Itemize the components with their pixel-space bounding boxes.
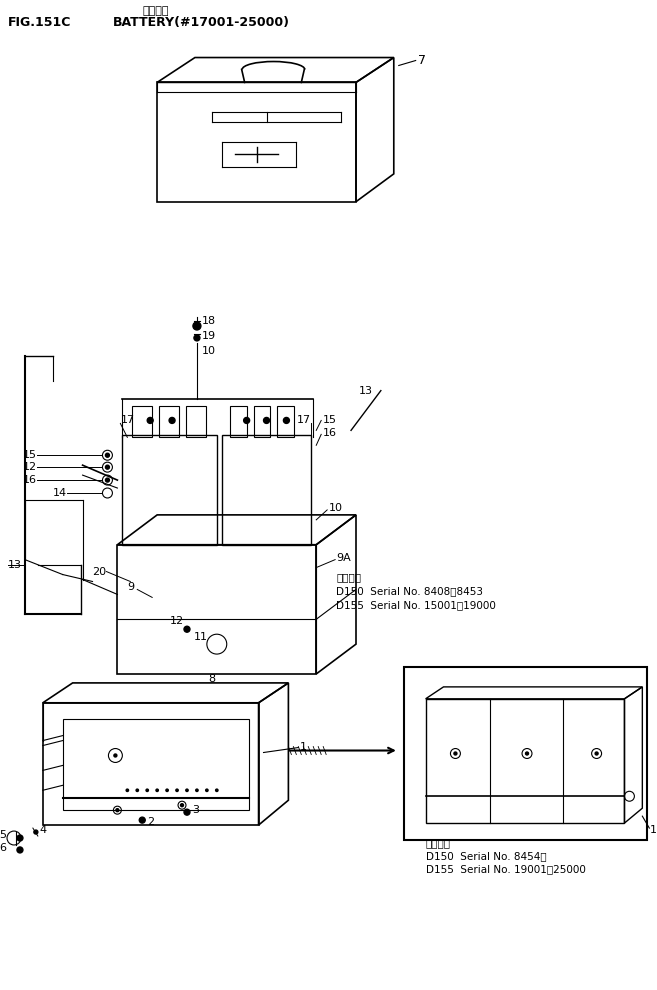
Text: 15: 15 bbox=[23, 450, 37, 460]
Circle shape bbox=[106, 453, 110, 457]
Text: 3: 3 bbox=[192, 805, 199, 815]
Text: 19: 19 bbox=[202, 331, 216, 341]
Circle shape bbox=[244, 418, 250, 424]
Circle shape bbox=[215, 789, 218, 791]
Text: 17: 17 bbox=[296, 416, 311, 426]
Text: 1: 1 bbox=[650, 825, 657, 835]
Circle shape bbox=[116, 809, 119, 812]
Text: 17: 17 bbox=[120, 416, 135, 426]
Circle shape bbox=[595, 752, 598, 755]
Text: 16: 16 bbox=[323, 429, 337, 439]
Circle shape bbox=[106, 478, 110, 482]
Circle shape bbox=[263, 418, 269, 424]
Text: D155  Serial No. 15001～19000: D155 Serial No. 15001～19000 bbox=[336, 600, 496, 611]
Bar bbox=[403, 667, 647, 840]
Text: FIG.151C: FIG.151C bbox=[8, 16, 72, 30]
Text: 10: 10 bbox=[329, 503, 343, 513]
Text: 18: 18 bbox=[202, 316, 216, 326]
Text: 13: 13 bbox=[8, 559, 22, 569]
Circle shape bbox=[106, 465, 110, 469]
Circle shape bbox=[176, 789, 178, 791]
Text: 14: 14 bbox=[53, 488, 67, 498]
Circle shape bbox=[17, 847, 23, 853]
Text: 5: 5 bbox=[0, 830, 6, 841]
Text: 1: 1 bbox=[300, 742, 307, 751]
Text: バッテリ: バッテリ bbox=[143, 6, 169, 16]
Text: 9: 9 bbox=[127, 582, 135, 592]
Text: 16: 16 bbox=[23, 475, 37, 485]
Circle shape bbox=[454, 752, 457, 755]
Text: 7: 7 bbox=[418, 54, 426, 67]
Text: 12: 12 bbox=[23, 462, 37, 472]
Text: 11: 11 bbox=[194, 633, 208, 643]
Circle shape bbox=[166, 789, 168, 791]
Text: 6: 6 bbox=[0, 842, 6, 853]
Circle shape bbox=[181, 804, 183, 807]
Circle shape bbox=[146, 789, 148, 791]
Circle shape bbox=[283, 418, 289, 424]
Circle shape bbox=[194, 335, 200, 341]
Circle shape bbox=[169, 418, 175, 424]
Text: 15: 15 bbox=[323, 416, 337, 426]
Circle shape bbox=[184, 627, 190, 633]
Circle shape bbox=[147, 418, 153, 424]
Text: 10: 10 bbox=[202, 346, 216, 355]
Text: 8: 8 bbox=[208, 674, 215, 684]
Circle shape bbox=[156, 789, 158, 791]
Text: D150  Serial No. 8408～8453: D150 Serial No. 8408～8453 bbox=[336, 586, 483, 596]
Text: 4: 4 bbox=[40, 825, 47, 835]
Circle shape bbox=[17, 835, 23, 841]
Circle shape bbox=[184, 809, 190, 815]
Text: BATTERY(#17001-25000): BATTERY(#17001-25000) bbox=[112, 16, 290, 30]
Text: D150  Serial No. 8454～: D150 Serial No. 8454～ bbox=[426, 851, 546, 861]
Circle shape bbox=[136, 789, 139, 791]
Text: 9A: 9A bbox=[336, 552, 351, 562]
Circle shape bbox=[186, 789, 188, 791]
Text: 適用番号: 適用番号 bbox=[426, 838, 451, 848]
Text: 13: 13 bbox=[359, 385, 373, 396]
Text: D155  Serial No. 19001～25000: D155 Serial No. 19001～25000 bbox=[426, 864, 585, 874]
Circle shape bbox=[196, 789, 198, 791]
Circle shape bbox=[34, 830, 38, 834]
Circle shape bbox=[526, 752, 528, 755]
Text: 適用番号: 適用番号 bbox=[336, 572, 361, 582]
Circle shape bbox=[193, 322, 201, 330]
Circle shape bbox=[114, 754, 117, 757]
Text: 2: 2 bbox=[147, 817, 154, 827]
Circle shape bbox=[139, 817, 145, 823]
Text: 20: 20 bbox=[93, 566, 106, 576]
Circle shape bbox=[126, 789, 129, 791]
Text: 12: 12 bbox=[170, 616, 184, 627]
Circle shape bbox=[206, 789, 208, 791]
